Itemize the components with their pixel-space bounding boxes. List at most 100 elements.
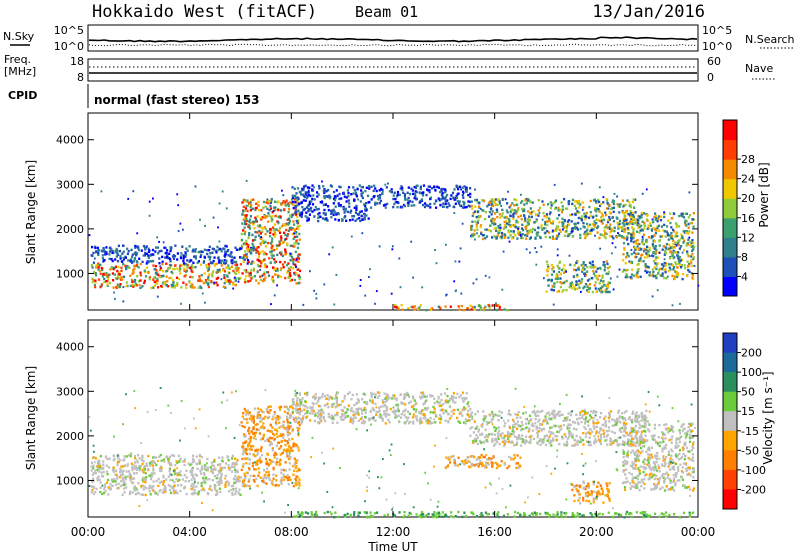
range-cell — [282, 194, 285, 197]
range-cell — [627, 417, 630, 420]
range-cell — [92, 477, 95, 480]
range-cell — [223, 254, 226, 257]
range-cell — [129, 473, 132, 477]
range-cell — [654, 251, 658, 254]
range-cell — [661, 267, 664, 270]
range-cell — [145, 462, 148, 465]
range-cell — [592, 272, 596, 275]
range-cell — [300, 213, 303, 216]
range-cell — [370, 395, 373, 399]
range-cell — [259, 459, 262, 462]
range-cell — [573, 222, 576, 226]
range-cell — [623, 237, 626, 240]
range-cell — [682, 248, 686, 252]
range-cell — [169, 249, 172, 253]
range-cell — [465, 397, 468, 400]
range-cell — [197, 490, 200, 493]
noise-ytick-bottom-left: 10^0 — [54, 40, 84, 53]
range-cell — [355, 401, 358, 405]
range-cell — [271, 426, 274, 429]
range-cell — [101, 257, 104, 260]
range-cell — [352, 186, 355, 189]
range-cell — [130, 260, 133, 263]
range-cell — [299, 211, 302, 215]
range-cell — [244, 230, 247, 234]
range-cell — [603, 229, 606, 232]
range-cell — [461, 397, 464, 400]
velocity-data-cells — [88, 387, 696, 519]
range-cell — [661, 248, 664, 251]
range-cell — [284, 253, 287, 256]
range-cell — [490, 219, 493, 223]
range-cell — [495, 237, 498, 240]
range-cell — [632, 215, 635, 219]
range-cell — [129, 478, 132, 482]
range-cell — [585, 211, 588, 215]
range-cell — [135, 472, 138, 475]
range-cell — [546, 220, 549, 223]
range-cell — [411, 200, 414, 204]
range-cell — [575, 280, 578, 283]
range-cell — [133, 284, 136, 287]
range-cell — [246, 209, 249, 213]
range-cell — [291, 232, 294, 236]
range-cell — [657, 217, 660, 220]
range-cell — [664, 235, 667, 238]
range-cell — [567, 233, 570, 236]
range-cell — [268, 444, 271, 447]
range-cell — [198, 460, 201, 463]
range-cell — [636, 275, 639, 278]
range-cell — [462, 400, 465, 403]
range-cell — [493, 227, 496, 230]
range-cell — [403, 394, 406, 397]
range-cell — [643, 256, 646, 259]
range-cell — [245, 275, 248, 278]
range-cell — [262, 433, 266, 437]
range-cell — [267, 438, 270, 442]
range-cell — [92, 485, 95, 488]
range-cell — [571, 213, 573, 216]
range-cell — [491, 304, 494, 307]
range-cell — [109, 483, 112, 486]
range-cell — [453, 212, 456, 214]
range-cell — [213, 486, 216, 489]
range-cell — [329, 416, 332, 419]
range-cell — [504, 225, 508, 229]
range-cell — [627, 242, 630, 246]
station-title: Hokkaido West (fitACF) — [92, 2, 317, 22]
range-cell — [245, 219, 249, 222]
range-cell — [292, 473, 295, 476]
range-cell — [220, 481, 223, 485]
range-cell — [607, 270, 610, 274]
range-cell — [240, 468, 243, 472]
range-cell — [589, 199, 592, 203]
range-cell — [135, 467, 139, 470]
range-cell — [157, 252, 160, 255]
range-cell — [319, 215, 322, 219]
range-cell — [625, 273, 628, 276]
range-cell — [351, 421, 354, 425]
range-cell — [675, 251, 678, 254]
range-cell — [313, 198, 316, 201]
range-cell — [408, 395, 411, 398]
range-cell — [234, 283, 237, 287]
range-cell — [460, 188, 462, 191]
range-cell — [147, 454, 150, 458]
range-cell — [265, 471, 268, 474]
range-cell — [305, 192, 308, 195]
range-cell — [521, 207, 524, 211]
range-cell — [142, 488, 145, 491]
range-cell — [308, 186, 311, 189]
range-cell — [577, 216, 580, 220]
range-cell — [248, 224, 251, 227]
range-cell — [658, 238, 662, 242]
range-cell — [662, 229, 665, 232]
range-cell — [228, 468, 231, 471]
range-cell — [298, 202, 301, 206]
range-cell — [220, 474, 223, 477]
range-cell — [262, 417, 265, 420]
range-cell — [278, 460, 281, 464]
range-cell — [542, 211, 545, 215]
range-cell — [503, 308, 506, 311]
range-cell — [634, 211, 637, 214]
